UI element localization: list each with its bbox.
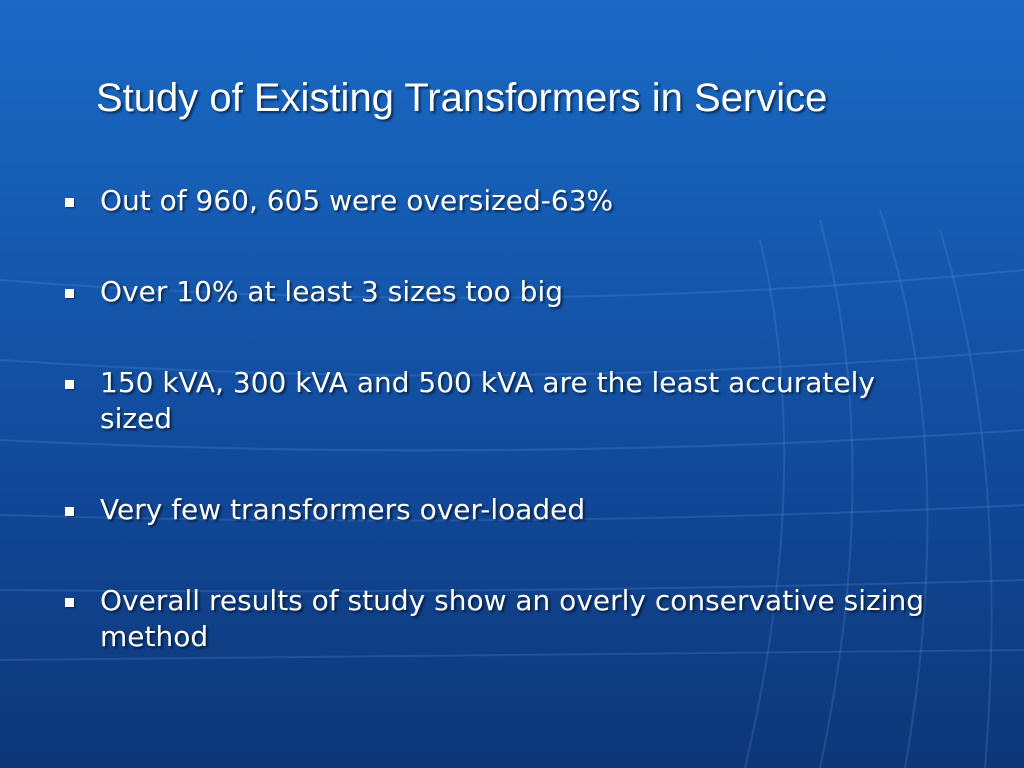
bullet-text: Over 10% at least 3 sizes too big bbox=[100, 275, 564, 308]
square-bullet-icon bbox=[65, 380, 74, 389]
square-bullet-icon bbox=[65, 289, 74, 298]
bullet-item: Out of 960, 605 were oversized-63% bbox=[60, 183, 940, 219]
bullet-item: Over 10% at least 3 sizes too big bbox=[60, 274, 940, 310]
bullet-list: Out of 960, 605 were oversized-63% Over … bbox=[60, 183, 940, 655]
bullet-text: Out of 960, 605 were oversized-63% bbox=[100, 184, 614, 217]
bullet-text: Overall results of study show an overly … bbox=[100, 584, 925, 653]
square-bullet-icon bbox=[65, 507, 74, 516]
bullet-text: 150 kVA, 300 kVA and 500 kVA are the lea… bbox=[100, 366, 875, 435]
square-bullet-icon bbox=[65, 598, 74, 607]
bullet-item: 150 kVA, 300 kVA and 500 kVA are the lea… bbox=[60, 365, 940, 437]
slide-title: Study of Existing Transformers in Servic… bbox=[96, 76, 828, 120]
bullet-item: Very few transformers over-loaded bbox=[60, 492, 940, 528]
bullet-text: Very few transformers over-loaded bbox=[100, 493, 586, 526]
square-bullet-icon bbox=[65, 198, 74, 207]
bullet-item: Overall results of study show an overly … bbox=[60, 583, 940, 655]
